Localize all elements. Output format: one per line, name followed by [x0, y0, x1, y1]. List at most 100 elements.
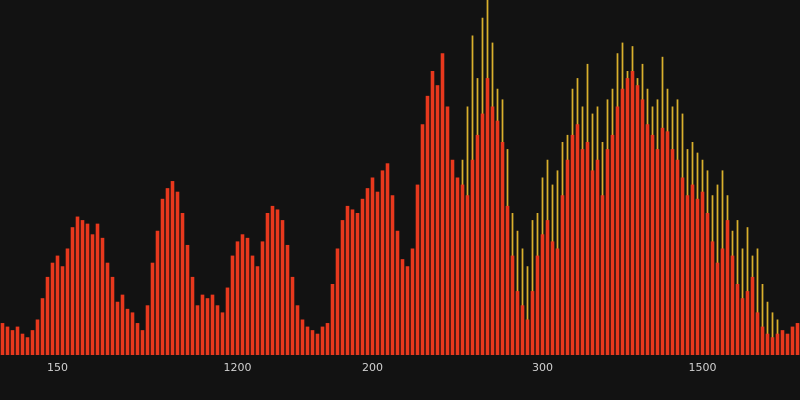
- bar: [765, 333, 770, 355]
- bar: [130, 312, 135, 355]
- bar: [365, 188, 370, 355]
- bar: [100, 237, 105, 355]
- bar: [95, 223, 100, 355]
- bar: [280, 220, 285, 355]
- bar: [766, 301, 769, 355]
- bar: [395, 230, 400, 355]
- bar: [530, 291, 535, 355]
- x-tick-label: 300: [532, 361, 553, 374]
- bar: [30, 330, 35, 355]
- bar: [55, 255, 60, 355]
- bar: [735, 284, 740, 355]
- bar: [370, 177, 375, 355]
- bar: [120, 294, 125, 355]
- bar: [605, 149, 610, 355]
- bar: [785, 333, 790, 355]
- bar: [330, 284, 335, 355]
- bar: [220, 312, 225, 355]
- bar: [505, 205, 510, 355]
- bar: [756, 248, 759, 355]
- bar: [730, 255, 735, 355]
- bar: [70, 227, 75, 355]
- bar: [335, 248, 340, 355]
- bar: [285, 244, 290, 355]
- bar: [645, 124, 650, 355]
- bar: [680, 177, 685, 355]
- bar: [525, 319, 530, 355]
- bar: [515, 291, 520, 355]
- bar: [630, 71, 635, 355]
- bar: [415, 184, 420, 355]
- bar: [795, 323, 800, 355]
- bar: [25, 337, 30, 355]
- bar: [761, 284, 764, 355]
- bar: [10, 330, 15, 355]
- bar: [385, 163, 390, 355]
- bar: [475, 134, 480, 355]
- bar: [290, 276, 295, 355]
- bar: [635, 85, 640, 355]
- bar: [660, 127, 665, 355]
- bar: [700, 191, 705, 355]
- bar: [460, 184, 465, 355]
- bar: [545, 220, 550, 355]
- bar: [80, 220, 85, 355]
- bar: [420, 124, 425, 355]
- bar: [345, 205, 350, 355]
- bar: [665, 131, 670, 355]
- bar: [240, 234, 245, 355]
- bar: [685, 195, 690, 355]
- bar: [360, 198, 365, 355]
- bar: [465, 195, 470, 355]
- bar: [235, 241, 240, 355]
- bar: [380, 170, 385, 355]
- bar: [295, 305, 300, 355]
- bar: [5, 326, 10, 355]
- bar: [210, 294, 215, 355]
- bar: [770, 337, 775, 355]
- bar: [90, 234, 95, 355]
- bar: [440, 53, 445, 355]
- bar: [375, 191, 380, 355]
- bar: [400, 259, 405, 355]
- bar: [405, 266, 410, 355]
- bar: [450, 159, 455, 355]
- bar: [150, 262, 155, 355]
- bar: [215, 305, 220, 355]
- bar: [195, 305, 200, 355]
- bar: [275, 209, 280, 355]
- bar: [190, 276, 195, 355]
- bar: [390, 195, 395, 355]
- bar: [430, 71, 435, 355]
- bar: [35, 319, 40, 355]
- bar: [250, 255, 255, 355]
- bar: [105, 262, 110, 355]
- bar: [725, 220, 730, 355]
- bar: [695, 198, 700, 355]
- bar: [655, 149, 660, 355]
- bar: [720, 248, 725, 355]
- bar: [705, 213, 710, 355]
- bar: [135, 323, 140, 355]
- bar: [205, 298, 210, 355]
- bar: [670, 149, 675, 355]
- bar: [755, 312, 760, 355]
- bar: [555, 248, 560, 355]
- bar: [565, 159, 570, 355]
- bar: [270, 205, 275, 355]
- bar: [45, 276, 50, 355]
- bar: [480, 113, 485, 355]
- bar: [110, 276, 115, 355]
- bar: [455, 177, 460, 355]
- bar: [535, 255, 540, 355]
- bar: [50, 262, 55, 355]
- bar: [245, 237, 250, 355]
- bar: [255, 266, 260, 355]
- bar: [560, 195, 565, 355]
- bar: [580, 149, 585, 355]
- bar: [425, 95, 430, 355]
- bar: [85, 223, 90, 355]
- bar: [575, 124, 580, 355]
- bar: [640, 99, 645, 356]
